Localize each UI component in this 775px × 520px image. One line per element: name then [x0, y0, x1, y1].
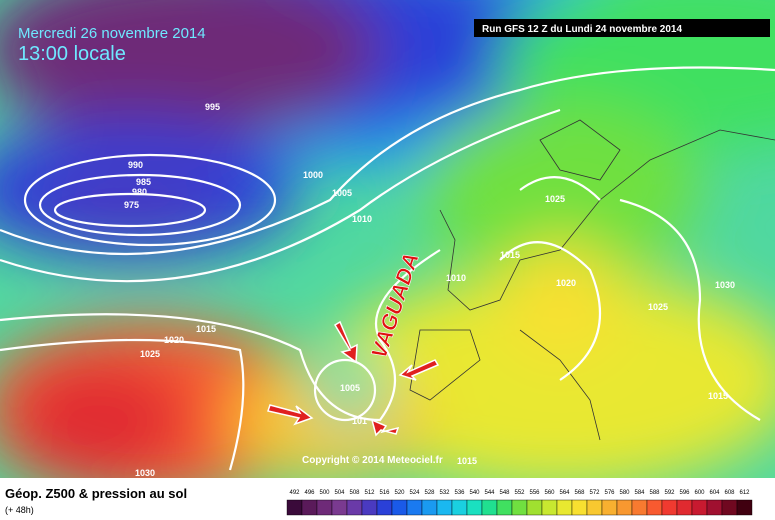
isobar-label: 1010	[446, 273, 466, 283]
colorbar-swatch	[511, 499, 528, 516]
colorbar-swatch	[391, 499, 408, 516]
colorbar-label: 572	[589, 490, 600, 496]
colorbar-swatch	[496, 499, 513, 516]
isobar-label: 1030	[135, 468, 155, 478]
colorbar-swatch	[376, 499, 393, 516]
colorbar-label: 516	[379, 490, 390, 496]
isobar-label: 995	[205, 102, 220, 112]
isobar-lines	[0, 66, 775, 471]
run-box	[474, 19, 770, 37]
time-label: 13:00 locale	[18, 43, 126, 65]
colorbar-label: 500	[319, 490, 330, 496]
colorbar-label: 548	[499, 490, 510, 496]
colorbar-label: 560	[544, 490, 555, 496]
colorbar-swatch	[361, 499, 378, 516]
colorbar-swatch	[301, 499, 318, 516]
isobar-label: 1015	[196, 324, 216, 334]
colorbar-swatch	[736, 499, 753, 516]
map-field: 995 990 985 980 975 1000 1005 1010 1015 …	[0, 0, 775, 478]
colorbar-swatch	[286, 499, 303, 516]
colorbar: 492 496 500 504 508 512 516 520 524 528 532 536 540 5…	[286, 490, 753, 516]
isobar-label: 985	[136, 177, 151, 187]
colorbar-label: 552	[514, 490, 525, 496]
isobar-label: 1025	[140, 349, 160, 359]
isobar-label: 1020	[164, 335, 184, 345]
colorbar-swatch	[706, 499, 723, 516]
colorbar-label: 568	[574, 490, 585, 496]
isobar-label: 1030	[715, 280, 735, 290]
colorbar-label: 576	[604, 490, 615, 496]
colorbar-label: 596	[679, 490, 690, 496]
date-label: Mercredi 26 novembre 2014	[18, 25, 206, 42]
arrows	[267, 320, 440, 437]
colorbar-swatch	[556, 499, 573, 516]
isobar-label: 1025	[648, 302, 668, 312]
isobar-label: 1000	[303, 170, 323, 180]
colorbar-swatch	[466, 499, 483, 516]
colorbar-label: 612	[739, 490, 750, 496]
colorbar-label: 564	[559, 490, 570, 496]
colorbar-swatch	[721, 499, 738, 516]
colorbar-label: 508	[349, 490, 360, 496]
colorbar-swatch	[661, 499, 678, 516]
isobar-label: 1015	[500, 250, 520, 260]
isobar-label: 1005	[332, 188, 352, 198]
colorbar-swatch	[541, 499, 558, 516]
isobar-label: 1025	[545, 194, 565, 204]
colorbar-label: 588	[649, 490, 660, 496]
colorbar-swatch	[631, 499, 648, 516]
colorbar-label: 600	[694, 490, 705, 496]
isobar-label: 1010	[352, 214, 372, 224]
run-label: Run GFS 12 Z du Lundi 24 novembre 2014	[482, 24, 682, 35]
isobar-label: 1015	[708, 391, 728, 401]
isobar-labels: 995 990 985 980 975 1000 1005 1010 1015 …	[124, 102, 735, 478]
colorbar-label: 580	[619, 490, 630, 496]
colorbar-label: 496	[304, 490, 315, 496]
colorbar-swatch	[691, 499, 708, 516]
colorbar-label: 556	[529, 490, 540, 496]
colorbar-label: 492	[289, 490, 300, 496]
colorbar-label: 604	[709, 490, 720, 496]
colorbar-swatch	[331, 499, 348, 516]
colorbar-label: 528	[424, 490, 435, 496]
colorbar-label: 504	[334, 490, 345, 496]
colorbar-swatch	[601, 499, 618, 516]
isobar-label: 101	[352, 416, 367, 426]
copyright: Copyright © 2014 Meteociel.fr	[302, 455, 443, 466]
colorbar-swatch	[676, 499, 693, 516]
colorbar-label: 608	[724, 490, 735, 496]
isobar-label: 990	[128, 160, 143, 170]
colorbar-label: 512	[364, 490, 375, 496]
colorbar-label: 584	[634, 490, 645, 496]
colorbar-swatch	[346, 499, 363, 516]
colorbar-label: 536	[454, 490, 465, 496]
isobar-label: 1015	[457, 456, 477, 466]
isobar-label: 980	[132, 187, 147, 197]
colorbar-swatch	[586, 499, 603, 516]
legend-lead: (+ 48h)	[5, 505, 34, 515]
colorbar-swatch	[421, 499, 438, 516]
isobar-label: 1005	[340, 383, 360, 393]
colorbar-swatch	[316, 499, 333, 516]
isobar-label: 975	[124, 200, 139, 210]
colorbar-label: 532	[439, 490, 450, 496]
coastlines	[409, 119, 775, 441]
colorbar-label: 524	[409, 490, 420, 496]
colorbar-swatch	[406, 499, 423, 516]
colorbar-swatch	[526, 499, 543, 516]
colorbar-label: 544	[484, 490, 495, 496]
legend-title: Géop. Z500 & pression au sol	[5, 486, 187, 501]
colorbar-swatch	[646, 499, 663, 516]
colorbar-label: 520	[394, 490, 405, 496]
colorbar-swatch	[481, 499, 498, 516]
colorbar-label: 592	[664, 490, 675, 496]
colorbar-swatch	[436, 499, 453, 516]
colorbar-label: 540	[469, 490, 480, 496]
colorbar-swatch	[451, 499, 468, 516]
isobar-label: 1020	[556, 278, 576, 288]
colorbar-swatch	[571, 499, 588, 516]
colorbar-swatch	[616, 499, 633, 516]
